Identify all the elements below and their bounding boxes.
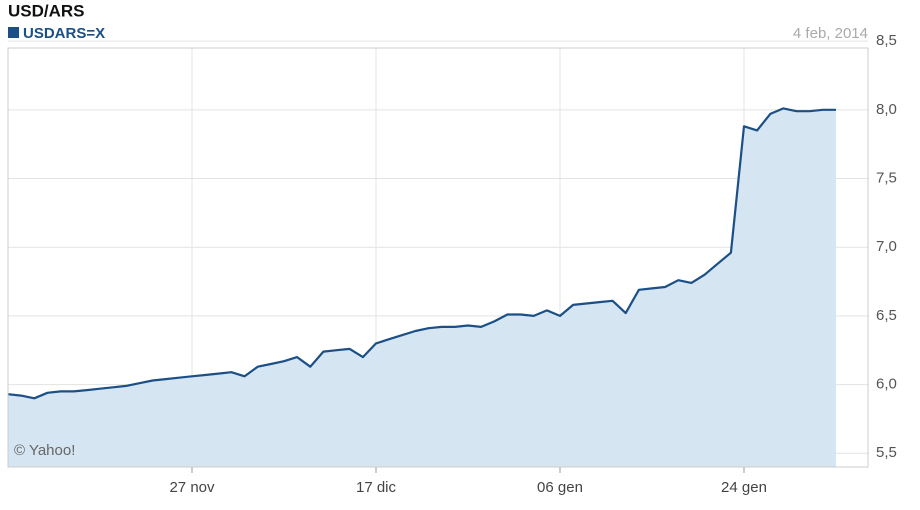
plot-frame bbox=[7, 47, 869, 468]
date-label: 4 feb, 2014 bbox=[793, 25, 868, 42]
y-tick-label: 6,0 bbox=[876, 376, 897, 393]
legend-label: USDARS=X bbox=[23, 25, 105, 42]
y-tick-label: 6,5 bbox=[876, 307, 897, 324]
y-tick-label: 5,5 bbox=[876, 444, 897, 461]
line bbox=[7, 107, 836, 400]
x-tick-label: 17 dic bbox=[356, 479, 397, 496]
y-tick-label: 7,0 bbox=[876, 238, 897, 255]
watermark: © Yahoo! bbox=[14, 442, 75, 459]
x-tick-label: 06 gen bbox=[537, 479, 583, 496]
chart-title: USD/ARS bbox=[8, 1, 85, 20]
y-tick-label: 8,0 bbox=[876, 101, 897, 118]
legend-swatch bbox=[8, 27, 19, 38]
y-tick-label: 7,5 bbox=[876, 169, 897, 186]
x-tick-label: 27 nov bbox=[169, 479, 215, 496]
area bbox=[8, 108, 836, 468]
y-tick-label: 8,5 bbox=[876, 32, 897, 49]
x-tick-label: 24 gen bbox=[721, 479, 767, 496]
